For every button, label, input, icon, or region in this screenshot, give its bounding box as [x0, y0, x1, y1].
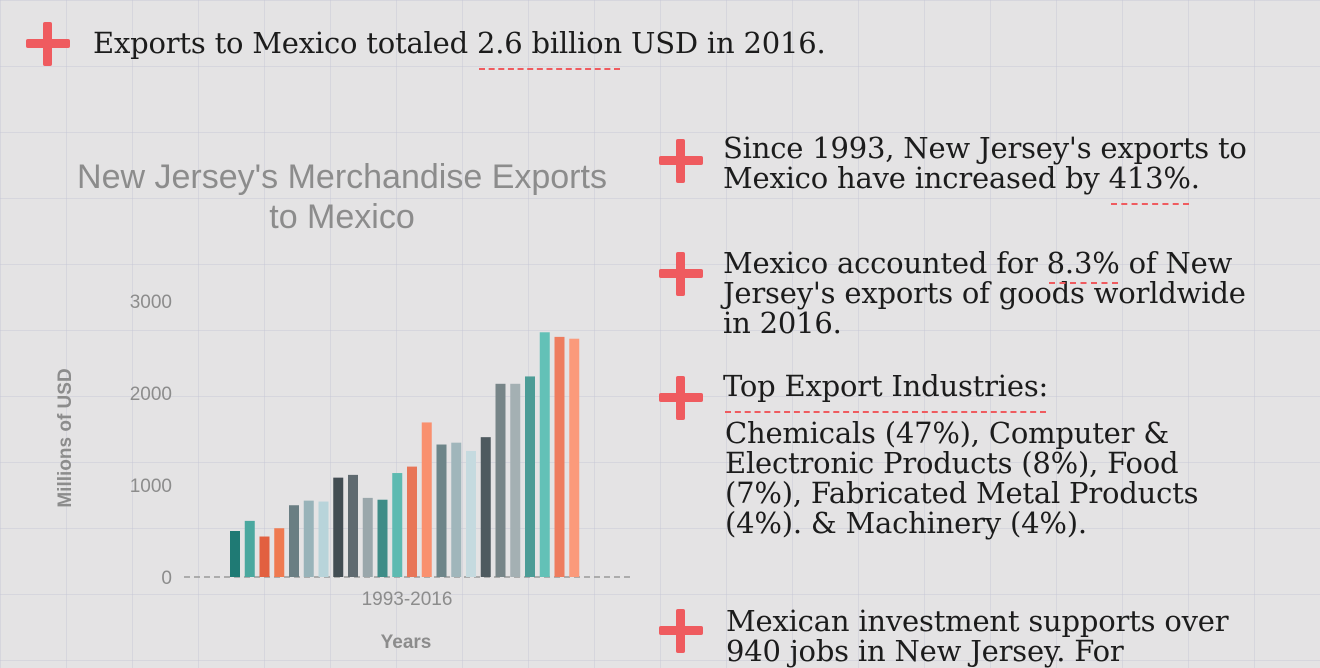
- bar-2003: [377, 499, 388, 577]
- industries-heading: Top Export Industries:: [723, 369, 1049, 413]
- plus-icon: [659, 252, 703, 296]
- industries-heading-text: Top Export Industries:: [723, 369, 1049, 413]
- fact-growth-highlight: 413%: [1108, 161, 1191, 205]
- plus-icon: [659, 376, 703, 420]
- y-tick-label: 1000: [130, 476, 172, 497]
- y-tick-label: 0: [161, 568, 172, 589]
- bar-1997: [289, 505, 299, 577]
- bar-2007: [436, 444, 447, 577]
- chart-title-line-2: to Mexico: [269, 198, 415, 236]
- plus-icon: [26, 22, 70, 66]
- bar-2014: [539, 332, 550, 577]
- bar-2016: [569, 338, 580, 577]
- exports-chart: New Jersey's Merchandise Exports to Mexi…: [55, 158, 630, 650]
- bar-1993: [230, 531, 240, 577]
- investment-text: Mexican investment supports over 940 job…: [726, 604, 1229, 668]
- bar-2009: [466, 450, 476, 577]
- industries-body: Chemicals (47%), Computer & Electronic P…: [725, 416, 1199, 540]
- chart-title-line-1: New Jersey's Merchandise Exports: [77, 158, 607, 196]
- bar-1996: [274, 528, 285, 577]
- bar-2015: [554, 336, 565, 577]
- fact-growth: Since 1993, New Jersey's exports to Mexi…: [723, 131, 1247, 205]
- bar-1999: [318, 501, 329, 577]
- bar-2001: [348, 474, 358, 577]
- headline: Exports to Mexico totaled 2.6 billion US…: [93, 26, 826, 70]
- plus-icon: [659, 139, 703, 183]
- bar-1994: [244, 520, 255, 577]
- bar-2012: [510, 383, 521, 577]
- plus-icon: [659, 609, 703, 653]
- bar-2011: [495, 383, 506, 577]
- bar-2002: [362, 497, 373, 577]
- bar-2000: [333, 477, 344, 577]
- y-tick-label: 3000: [130, 292, 172, 313]
- headline-highlight: 2.6 billion: [476, 26, 622, 70]
- fact-share: Mexico accounted for 8.3% of New Jersey'…: [723, 246, 1246, 340]
- bar-2010: [480, 437, 491, 577]
- bar-2004: [392, 473, 403, 577]
- y-tick-label: 2000: [130, 384, 172, 405]
- bar-2006: [421, 422, 432, 577]
- bar-2008: [451, 442, 462, 577]
- y-axis-label: Millions of USD: [55, 368, 76, 507]
- bar-1998: [303, 500, 314, 577]
- fact-share-highlight: 8.3%: [1046, 246, 1120, 284]
- bar-2005: [407, 466, 417, 577]
- bar-2013: [525, 376, 535, 577]
- bar-1995: [259, 536, 270, 577]
- x-axis-label: Years: [381, 632, 432, 650]
- x-tick-label: 1993-2016: [362, 589, 453, 610]
